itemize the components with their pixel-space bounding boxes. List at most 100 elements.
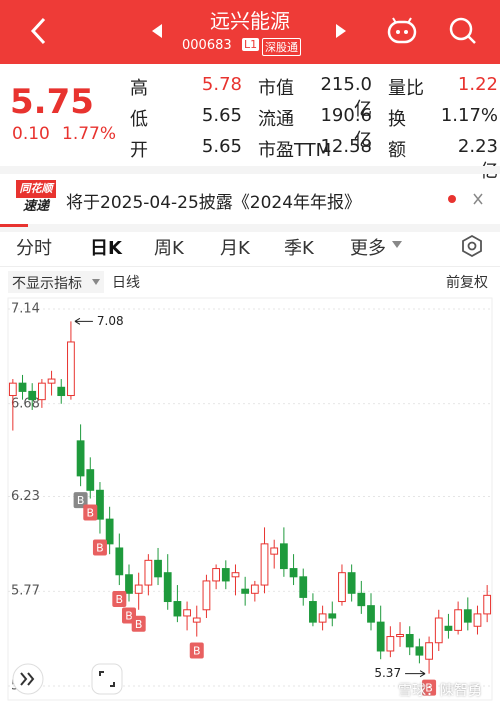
notice-text: 将于2025-04-25披露《2024年年报》 [66, 193, 362, 213]
candle-body [289, 568, 298, 578]
candle-body [347, 572, 356, 594]
stat-value: 1.22 [457, 74, 498, 95]
notice-logo: 同花顺 速递 [16, 180, 56, 218]
candle-body [463, 609, 472, 623]
signal-badge [112, 591, 127, 608]
candle-body [192, 617, 201, 623]
connect-badge: 深股通 [262, 38, 301, 56]
high-label: 7.08 [97, 314, 124, 328]
stat-label: 换 [388, 109, 406, 130]
stock-code: 000683 [182, 38, 232, 53]
candle-body [425, 642, 433, 660]
candle-body [454, 609, 463, 631]
more-arrow [392, 241, 402, 248]
candle-body [299, 576, 308, 598]
y-tick-label: 6.23 [11, 489, 40, 504]
tab[interactable]: 日K [90, 238, 122, 259]
tab[interactable]: 季K [284, 238, 314, 259]
candle-body [57, 386, 66, 397]
candle-body [396, 633, 404, 638]
signal-badge [189, 642, 204, 659]
candle-body [279, 543, 288, 570]
indicator-select[interactable] [8, 271, 104, 293]
signal-label: B [87, 507, 95, 520]
expand-button[interactable] [10, 662, 46, 696]
period-label: 日线 [112, 275, 140, 291]
notice-bar[interactable]: 同花顺 速递 将于2025-04-25披露《2024年年报》 [0, 166, 500, 232]
tab[interactable]: 周K [154, 238, 184, 259]
prev-stock[interactable] [152, 24, 164, 38]
candle-body [241, 588, 250, 594]
candle-body [105, 518, 114, 545]
stat-value: 215.0亿 [320, 74, 372, 120]
y-tick-label: 7.14 [11, 302, 40, 317]
next-stock[interactable] [336, 24, 348, 38]
stat-label: 流通 [258, 109, 294, 130]
stat-value: 5.78 [201, 74, 242, 95]
community-icon[interactable] [386, 16, 418, 46]
logo-bottom: 速递 [22, 199, 49, 214]
candle-body [96, 489, 104, 520]
candle-body [367, 605, 375, 623]
candle-body [28, 390, 37, 401]
price: 5.75 [10, 82, 94, 122]
stat-label: 低 [130, 109, 148, 130]
change-pct: 1.77% [62, 124, 117, 144]
logo-top: 同花顺 [16, 180, 56, 198]
candle-body [473, 613, 482, 627]
signal-badge [92, 539, 107, 556]
stat-label: 市值 [258, 78, 294, 99]
signal-badge [73, 492, 88, 509]
low-arrow [405, 670, 426, 678]
candle-body [405, 633, 414, 648]
stat-label: 量比 [388, 78, 424, 99]
watermark: 雪球：陳智勇 [398, 683, 482, 699]
collapse-button[interactable] [90, 662, 124, 696]
signal-label: B [116, 593, 124, 606]
notice-close[interactable] [446, 192, 486, 206]
stat-value: 12.58 [320, 136, 372, 157]
adjust-label[interactable]: 前复权 [446, 275, 488, 291]
signal-label: B [125, 610, 133, 623]
candle-body [173, 601, 182, 617]
candle-body [309, 601, 317, 623]
kline-chart: 7.146.686.235.775.31BBBBBBBB7.085.37 [7, 297, 493, 701]
candle-body [202, 580, 211, 611]
signal-badge [422, 679, 437, 696]
header: 远兴能源 000683 L1 深股通 [0, 0, 500, 64]
candle-body [67, 341, 75, 397]
candle-body [444, 625, 453, 631]
chart-frame [7, 297, 493, 701]
stat-value: 5.65 [201, 136, 242, 157]
candle-body [163, 572, 172, 603]
tab[interactable]: 更多 [350, 238, 386, 259]
signal-label: B [135, 618, 143, 631]
tab[interactable]: 月K [220, 238, 250, 259]
candle-body [221, 568, 230, 582]
candle-body [212, 568, 221, 582]
low-label: 5.37 [374, 666, 401, 680]
candle-body [250, 584, 259, 594]
stat-value: 1.17% [440, 105, 498, 126]
stat-value: 190.6亿 [320, 105, 372, 151]
candle-body [415, 646, 424, 656]
search-icon[interactable] [448, 16, 478, 46]
candle-body [86, 469, 95, 491]
settings-icon[interactable] [460, 234, 484, 258]
candle-body [47, 378, 56, 384]
candle-body [483, 594, 492, 615]
candle-body [270, 547, 279, 555]
stat-label: 市盈TTM [258, 140, 332, 161]
back-button[interactable] [28, 16, 48, 46]
signal-badge [83, 504, 98, 521]
candle-body [376, 621, 385, 652]
candle-body [115, 547, 124, 576]
candle-body [144, 559, 153, 586]
candle-body [328, 613, 337, 619]
tab[interactable]: 分时 [16, 238, 52, 259]
change: 0.10 [12, 124, 50, 144]
quote-panel: 5.75 0.10 1.77% 高 5.78 市值 215.0亿 量比 1.22 低 5.65… [0, 64, 500, 182]
signal-label: B [77, 494, 85, 507]
tab-bar: 分时 日K 周K 月K 季K 更多 [0, 224, 500, 267]
